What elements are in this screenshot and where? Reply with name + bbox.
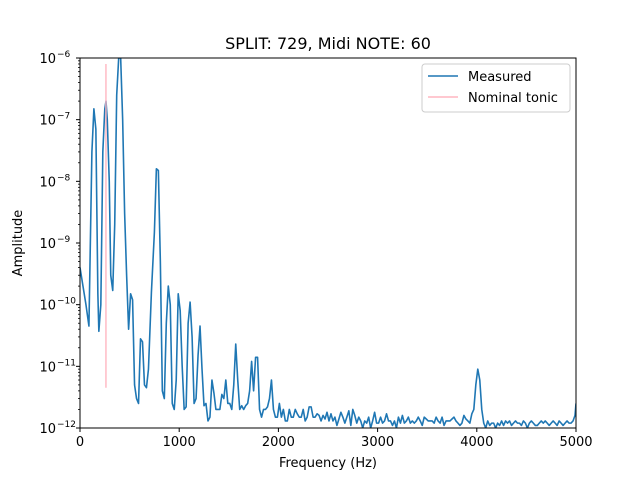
x-tick-label: 2000: [262, 435, 295, 450]
y-axis-label: Amplitude: [11, 210, 26, 277]
y-tick-label: 10: [39, 175, 56, 190]
y-tick-exponent: −10: [57, 297, 76, 307]
x-tick-label: 1000: [163, 435, 196, 450]
legend-box: [421, 63, 571, 113]
legend-label-nominal-tonic: Nominal tonic: [468, 91, 558, 106]
y-tick-exponent: −9: [57, 235, 71, 245]
series-layer: [80, 58, 576, 428]
y-tick-label: 10: [39, 52, 56, 67]
y-tick-exponent: −8: [57, 173, 71, 183]
y-tick-exponent: −7: [57, 112, 70, 122]
y-tick-exponent: −11: [57, 358, 76, 368]
y-tick-label: 10: [39, 360, 56, 375]
x-ticks: 0 1000 2000 3000 4000 5000: [76, 428, 593, 450]
x-axis-label: Frequency (Hz): [279, 456, 377, 471]
y-tick-label: 10: [39, 237, 56, 252]
chart-title: SPLIT: 729, Midi NOTE: 60: [225, 34, 431, 53]
measured-line: [80, 58, 576, 428]
y-tick-exponent: −6: [57, 50, 71, 60]
legend: Measured Nominal tonic: [421, 63, 571, 113]
y-tick-label: 10: [39, 299, 56, 314]
y-tick-label: 10: [39, 422, 56, 437]
x-tick-label: 5000: [559, 435, 592, 450]
x-tick-label: 0: [76, 435, 84, 450]
x-tick-label: 3000: [361, 435, 394, 450]
legend-label-measured: Measured: [468, 70, 532, 85]
y-tick-exponent: −12: [57, 420, 76, 430]
y-tick-label: 10: [39, 114, 56, 129]
x-tick-label: 4000: [460, 435, 493, 450]
